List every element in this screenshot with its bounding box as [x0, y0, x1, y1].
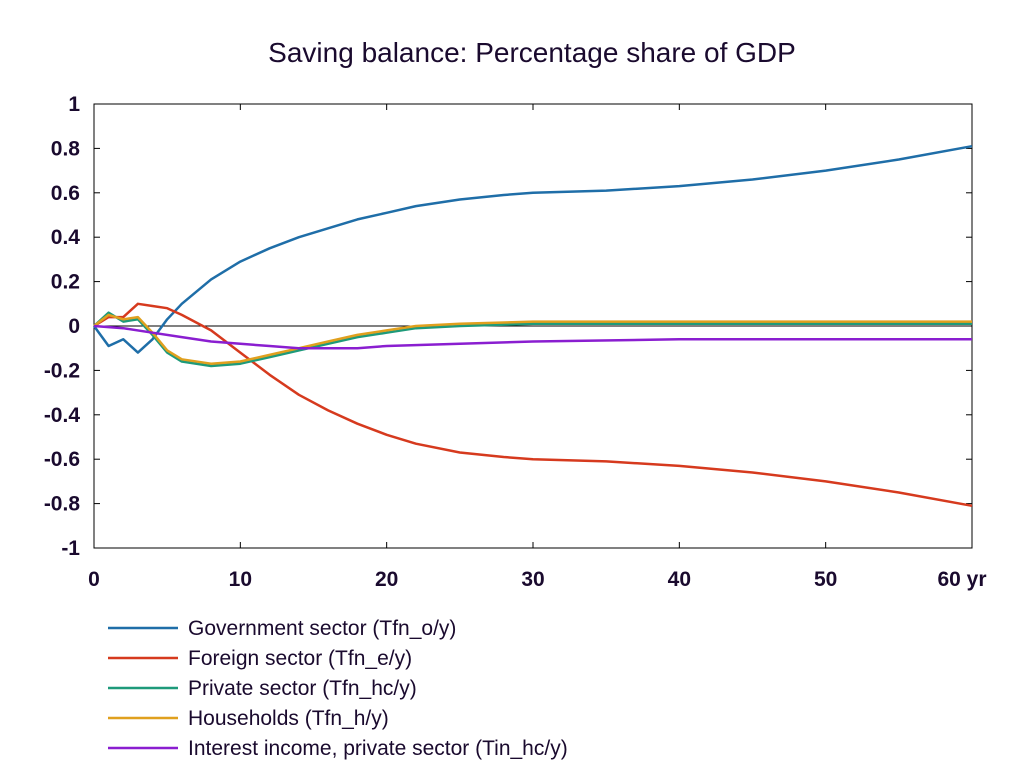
- legend-entry: Interest income, private sector (Tin_hc/…: [188, 737, 568, 760]
- x-tick-label: 20: [375, 568, 398, 591]
- y-tick-label: 0.4: [51, 226, 81, 249]
- x-tick-label: 60 yr: [937, 568, 986, 591]
- series-line-1: [92, 144, 973, 354]
- legend: Government sector (Tfn_o/y) Foreign secto…: [108, 617, 568, 760]
- y-tick-label: 0.6: [51, 182, 80, 205]
- legend-entry: Households (Tfn_h/y): [188, 707, 389, 730]
- y-tick-label: 0: [68, 315, 80, 338]
- x-axis: 0 10 20 30 40 50 60 yr: [88, 104, 987, 591]
- y-tick-label: 0.2: [51, 271, 80, 294]
- chart-title: Saving balance: Percentage share of GDP: [268, 37, 796, 68]
- series-line-3: [93, 311, 972, 368]
- series-lines: [92, 144, 973, 508]
- y-tick-label: -0.6: [44, 448, 80, 471]
- series-line-4: [93, 313, 972, 365]
- x-tick-label: 40: [668, 568, 691, 591]
- x-tick-label: 10: [229, 568, 252, 591]
- y-tick-label: -0.8: [44, 493, 81, 516]
- y-tick-label: -1: [61, 537, 80, 560]
- y-tick-label: 0.8: [51, 137, 81, 160]
- series-line-5: [93, 324, 972, 350]
- y-tick-label: -0.2: [44, 359, 80, 382]
- y-axis: 1 0.8 0.6 0.4 0.2 0 -0.2 -0.4 -0.6 -0.8 -1: [44, 93, 972, 560]
- x-tick-label: 30: [521, 568, 544, 591]
- x-tick-label: 0: [88, 568, 100, 591]
- x-tick-label: 50: [814, 568, 837, 591]
- series-line-2: [93, 302, 973, 508]
- legend-entry: Government sector (Tfn_o/y): [188, 617, 456, 640]
- legend-entry: Private sector (Tfn_hc/y): [188, 677, 417, 700]
- legend-entry: Foreign sector (Tfn_e/y): [188, 647, 412, 670]
- y-tick-label: -0.4: [44, 404, 81, 427]
- y-tick-label: 1: [68, 93, 80, 116]
